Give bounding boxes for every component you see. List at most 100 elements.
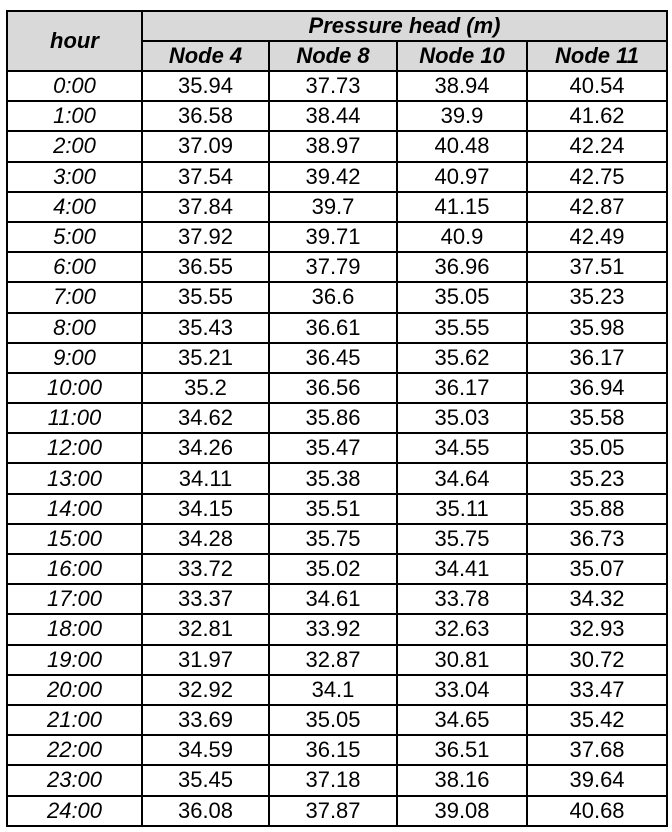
table-row: 4:00 37.84 39.7 41.15 42.87 [6,190,669,223]
value-cell-node-8: 36.45 [268,341,398,374]
value-cell-node-11: 36.73 [525,522,669,556]
hour-cell: 17:00 [6,583,143,616]
value-cell-node-10: 34.65 [396,703,528,737]
value-cell-node-11: 42.49 [525,220,669,254]
value-cell-node-4: 34.62 [141,402,270,435]
value-cell-node-4: 35.21 [141,341,270,374]
table-row: 22:00 34.59 36.15 36.51 37.68 [6,734,669,767]
value-cell-node-11: 39.64 [525,764,669,797]
table-row: 9:00 35.21 36.45 35.62 36.17 [6,341,669,374]
hour-cell: 4:00 [6,190,143,223]
pressure-head-group-header: Pressure head (m) [140,10,669,42]
hour-cell: 5:00 [6,220,143,254]
hour-cell: 0:00 [6,69,143,103]
value-cell-node-8: 37.18 [268,764,398,797]
value-cell-node-4: 37.84 [141,190,270,223]
value-cell-node-11: 35.23 [525,281,669,314]
value-cell-node-10: 35.75 [396,522,528,556]
value-cell-node-11: 35.88 [525,492,669,525]
table-row: 23:00 35.45 37.18 38.16 39.64 [6,764,669,797]
value-cell-node-8: 35.86 [268,402,398,435]
value-cell-node-4: 35.2 [141,371,270,405]
value-cell-node-10: 39.08 [396,794,528,827]
value-cell-node-11: 30.72 [525,643,669,676]
value-cell-node-4: 34.15 [141,492,270,525]
value-cell-node-10: 33.78 [396,583,528,616]
hour-cell: 20:00 [6,673,143,706]
table-row: 8:00 35.43 36.61 35.55 35.98 [6,311,669,344]
hour-cell: 2:00 [6,130,143,163]
value-cell-node-11: 42.24 [525,130,669,163]
value-cell-node-8: 34.61 [268,583,398,616]
table-row: 6:00 36.55 37.79 36.96 37.51 [6,251,669,284]
value-cell-node-8: 35.75 [268,522,398,556]
value-cell-node-4: 34.28 [141,522,270,556]
hour-cell: 13:00 [6,462,143,495]
value-cell-node-4: 34.26 [141,432,270,465]
value-cell-node-10: 35.55 [396,311,528,344]
value-cell-node-10: 35.03 [396,402,528,435]
value-cell-node-10: 35.11 [396,492,528,525]
hour-cell: 6:00 [6,251,143,284]
value-cell-node-10: 40.9 [396,220,528,254]
table-body: 0:00 35.94 37.73 38.94 40.54 1:00 36.58 38.44 39… [6,69,669,827]
value-cell-node-4: 31.97 [141,643,270,676]
value-cell-node-8: 37.79 [268,251,398,284]
value-cell-node-10: 34.55 [396,432,528,465]
value-cell-node-11: 40.54 [525,69,669,103]
value-cell-node-4: 33.37 [141,583,270,616]
value-cell-node-8: 37.87 [268,794,398,827]
value-cell-node-11: 36.17 [525,341,669,374]
value-cell-node-4: 35.43 [141,311,270,344]
table-row: 13:00 34.11 35.38 34.64 35.23 [6,462,669,495]
value-cell-node-10: 30.81 [396,643,528,676]
hour-cell: 8:00 [6,311,143,344]
column-header-node-11: Node 11 [525,40,669,72]
value-cell-node-11: 32.93 [525,613,669,646]
value-cell-node-11: 35.42 [525,703,669,737]
value-cell-node-10: 40.97 [396,160,528,193]
table-header: hour Pressure head (m) Node 4 Node 8 Nod… [6,10,669,72]
value-cell-node-4: 36.58 [141,100,270,133]
hour-cell: 1:00 [6,100,143,133]
pressure-head-table: hour Pressure head (m) Node 4 Node 8 Nod… [6,10,669,827]
value-cell-node-10: 36.17 [396,371,528,405]
value-cell-node-4: 35.45 [141,764,270,797]
hour-cell: 11:00 [6,402,143,435]
value-cell-node-8: 35.38 [268,462,398,495]
value-cell-node-10: 41.15 [396,190,528,223]
value-cell-node-10: 35.05 [396,281,528,314]
table-row: 24:00 36.08 37.87 39.08 40.68 [6,794,669,827]
value-cell-node-10: 36.96 [396,251,528,284]
column-header-node-8: Node 8 [268,40,398,72]
value-cell-node-8: 36.15 [268,734,398,767]
value-cell-node-4: 34.11 [141,462,270,495]
table-row: 3:00 37.54 39.42 40.97 42.75 [6,160,669,193]
value-cell-node-8: 35.51 [268,492,398,525]
hour-cell: 24:00 [6,794,143,827]
value-cell-node-11: 35.05 [525,432,669,465]
value-cell-node-8: 39.71 [268,220,398,254]
hour-cell: 21:00 [6,703,143,737]
table-row: 17:00 33.37 34.61 33.78 34.32 [6,583,669,616]
table-row: 21:00 33.69 35.05 34.65 35.42 [6,703,669,737]
value-cell-node-11: 42.75 [525,160,669,193]
value-cell-node-4: 36.55 [141,251,270,284]
hour-cell: 12:00 [6,432,143,465]
hour-cell: 22:00 [6,734,143,767]
value-cell-node-4: 35.94 [141,69,270,103]
hour-cell: 15:00 [6,522,143,556]
table-row: 2:00 37.09 38.97 40.48 42.24 [6,130,669,163]
value-cell-node-8: 35.02 [268,552,398,586]
value-cell-node-11: 33.47 [525,673,669,706]
value-cell-node-8: 32.87 [268,643,398,676]
value-cell-node-11: 42.87 [525,190,669,223]
value-cell-node-10: 34.41 [396,552,528,586]
value-cell-node-10: 32.63 [396,613,528,646]
table-row: 0:00 35.94 37.73 38.94 40.54 [6,69,669,103]
value-cell-node-10: 33.04 [396,673,528,706]
hour-cell: 10:00 [6,371,143,405]
pressure-head-table-container: hour Pressure head (m) Node 4 Node 8 Nod… [6,10,669,827]
value-cell-node-8: 33.92 [268,613,398,646]
table-row: 19:00 31.97 32.87 30.81 30.72 [6,643,669,676]
